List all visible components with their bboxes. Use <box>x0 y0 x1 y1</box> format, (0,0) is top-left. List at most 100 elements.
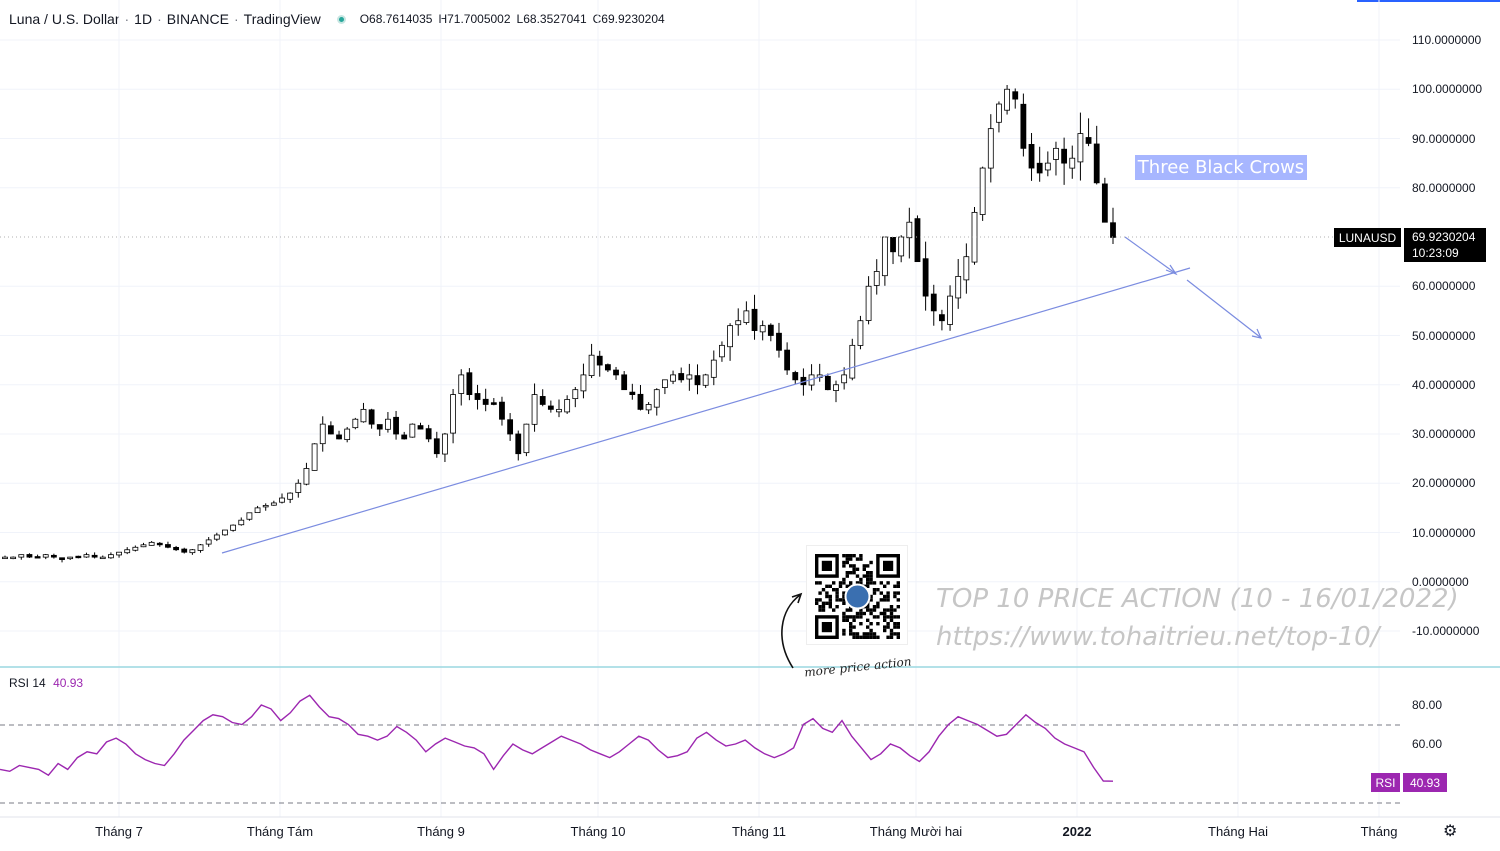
rsi-legend[interactable]: RSI 14 40.93 <box>9 676 83 690</box>
candle <box>1044 151 1051 177</box>
price-axis-label: -10.0000000 <box>1412 624 1480 638</box>
candle <box>613 366 619 380</box>
candle <box>222 529 228 536</box>
candle <box>91 552 98 559</box>
rsi-tag: RSI 40.93 <box>1371 773 1447 792</box>
candle <box>816 363 823 382</box>
candle <box>433 431 440 458</box>
candle <box>303 462 310 486</box>
trendline[interactable] <box>221 267 1191 554</box>
time-axis-label: Tháng 7 <box>95 824 143 839</box>
candle <box>955 259 962 309</box>
pattern-annotation[interactable]: Three Black Crows <box>1135 155 1307 180</box>
candle <box>490 398 497 406</box>
high-value: 71.7005002 <box>447 12 511 26</box>
separator-dot: · <box>124 11 130 27</box>
exchange-label: BINANCE <box>166 11 229 27</box>
candle <box>653 388 660 416</box>
candle <box>140 542 147 548</box>
candle <box>572 386 579 408</box>
price-axis-label: 30.0000000 <box>1412 427 1476 441</box>
candle <box>1004 84 1010 115</box>
qr-code-image <box>815 554 900 639</box>
candle <box>841 367 848 390</box>
settings-gear-icon[interactable]: ⚙ <box>1443 823 1458 840</box>
time-axis-label: Tháng Tám <box>246 824 314 839</box>
candle <box>971 206 978 265</box>
candle <box>116 551 122 558</box>
candle <box>327 421 334 435</box>
time-axis-label: Tháng Mười hai <box>869 824 963 839</box>
candle <box>596 350 603 377</box>
candle <box>702 373 709 388</box>
candle <box>996 101 1002 133</box>
candle <box>515 430 522 461</box>
candle <box>1093 125 1100 185</box>
candle <box>181 547 188 554</box>
candle <box>865 276 872 325</box>
ohlc-low: L68.3527041 <box>517 12 587 26</box>
candle <box>417 422 424 430</box>
watermark-url: https://www.tohaitrieu.net/top-10/ <box>936 622 1380 652</box>
candle <box>784 342 791 375</box>
projection-arrowhead-2 <box>1251 328 1263 339</box>
close-key: C <box>592 12 602 26</box>
candle <box>295 479 302 498</box>
candle <box>385 412 391 433</box>
candle <box>262 503 269 511</box>
qr-arrowhead <box>791 592 803 604</box>
candle <box>311 443 318 471</box>
chart-header[interactable]: Luna / U.S. Dollar · 1D · BINANCE · Trad… <box>9 9 671 29</box>
candle <box>75 555 82 559</box>
rsi-line[interactable] <box>0 694 1114 782</box>
candle <box>833 380 839 403</box>
rsi-axis-label-60: 60.00 <box>1412 737 1443 751</box>
candles <box>2 84 1116 563</box>
candle <box>254 505 261 514</box>
candle <box>344 426 351 443</box>
candle <box>727 323 733 361</box>
market-status-icon[interactable] <box>336 14 346 24</box>
time-axis-label: Tháng Hai <box>1208 824 1268 839</box>
candle <box>637 385 644 411</box>
separator-dot: · <box>233 11 239 27</box>
candle <box>686 363 693 391</box>
close-value: 69.9230204 <box>601 12 665 26</box>
candle <box>1012 88 1019 109</box>
candle <box>213 532 220 542</box>
interval-label[interactable]: 1D <box>134 11 153 27</box>
candle <box>1020 93 1027 157</box>
candle <box>376 424 383 437</box>
watermark-title: TOP 10 PRICE ACTION (10 - 16/01/2022) <box>936 584 1459 614</box>
candle <box>352 417 359 430</box>
candle <box>531 383 538 432</box>
candle <box>1101 177 1108 223</box>
candle <box>336 430 342 440</box>
candle <box>580 363 587 399</box>
candle <box>18 554 25 560</box>
projection-arrow-2[interactable] <box>1186 279 1261 338</box>
candle <box>947 285 953 331</box>
candle <box>678 367 685 383</box>
candle <box>930 284 937 326</box>
price-axis-label: 40.0000000 <box>1412 377 1476 392</box>
candle <box>132 545 139 552</box>
candle <box>108 552 114 559</box>
candle <box>442 432 448 463</box>
rsi-tag-value: 40.93 <box>1403 773 1447 792</box>
candle <box>26 553 33 558</box>
candle <box>547 400 554 413</box>
candle <box>922 241 929 311</box>
candle <box>979 166 986 221</box>
candle <box>1036 146 1043 182</box>
qr-code <box>806 545 908 645</box>
candle <box>694 364 701 395</box>
candle <box>735 308 742 336</box>
symbol-name[interactable]: Luna / U.S. Dollar <box>9 11 120 27</box>
candle <box>409 423 416 438</box>
candle <box>1085 118 1092 147</box>
projection-arrow-1[interactable] <box>1124 236 1176 274</box>
ohlc-high: H71.7005002 <box>438 12 510 26</box>
candle <box>1061 137 1068 185</box>
